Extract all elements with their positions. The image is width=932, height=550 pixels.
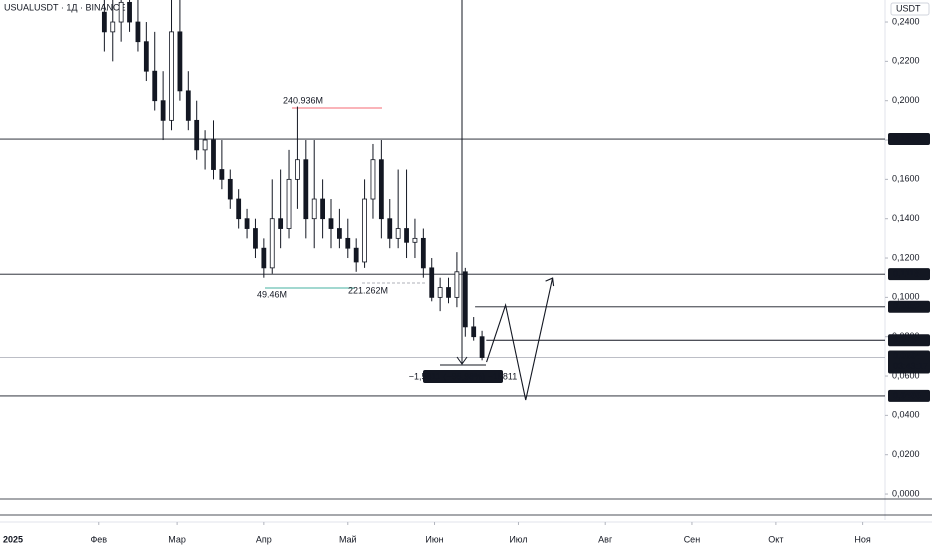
x-tick-label: Июл <box>509 534 527 544</box>
candle-body <box>370 159 376 200</box>
candle-body <box>160 100 166 121</box>
level-tag <box>888 334 930 347</box>
candle-body <box>110 21 116 33</box>
y-tick-label: 0,2400 <box>892 16 920 26</box>
x-tick-label: Окт <box>768 534 783 544</box>
candle-body <box>211 139 216 170</box>
candle-body <box>244 218 250 229</box>
level-tag-label: 0,1118 <box>893 269 920 279</box>
candle-body <box>311 198 317 220</box>
candle-body <box>143 41 149 72</box>
annotation: 221.262M <box>348 285 388 295</box>
candle-body <box>219 169 225 180</box>
level-tag <box>888 268 930 281</box>
candle-body <box>127 1 132 23</box>
candle-body <box>328 218 334 229</box>
x-tick-label: Фев <box>90 534 107 544</box>
candle-body <box>404 228 409 243</box>
candle-body <box>101 11 107 33</box>
candle-body <box>261 247 267 269</box>
candle-body <box>462 271 468 328</box>
candle-body <box>345 237 351 249</box>
x-tick-label: Мар <box>168 534 186 544</box>
year-label: 2025 <box>3 534 23 544</box>
candle-body <box>185 90 191 121</box>
candle-body <box>387 218 393 239</box>
annotation: 240.936M <box>283 95 323 105</box>
current-price-label: 0,0694 <box>893 351 921 361</box>
currency: USDT <box>896 3 921 13</box>
level-tag-label: 0,0782 <box>893 335 921 345</box>
y-tick-label: 0,1000 <box>892 292 920 302</box>
candle-body <box>286 178 292 229</box>
candle-body <box>454 271 460 298</box>
countdown: 03:43:17 <box>893 361 928 371</box>
x-tick-label: Июн <box>425 534 443 544</box>
level-tag-label: 0,0499 <box>893 390 921 400</box>
level-tag-label: 0,1805 <box>893 133 921 143</box>
measure-label: −1,5811 (−95,98%) −15811 <box>409 371 518 381</box>
y-tick-label: 0,0200 <box>892 449 920 459</box>
candle-body <box>420 237 426 269</box>
measure-arrow <box>456 356 468 365</box>
candle-body <box>446 287 451 298</box>
measure-box <box>423 370 503 383</box>
y-tick-label: 0,0400 <box>892 410 920 420</box>
candle-body <box>320 198 326 220</box>
candle-body <box>437 287 443 298</box>
candle-body <box>479 336 485 358</box>
candle-body <box>236 198 242 220</box>
candle-body <box>269 218 275 269</box>
candle-body <box>227 178 233 200</box>
candle-body <box>336 228 342 239</box>
candle-body <box>152 70 158 102</box>
x-tick-label: Апр <box>256 534 272 544</box>
x-tick-label: Сен <box>684 534 701 544</box>
level-tag-label: 0,0952 <box>893 301 921 311</box>
y-tick-label: 0,1400 <box>892 213 920 223</box>
candle-body <box>202 139 208 151</box>
candle-body <box>253 228 258 249</box>
candle-body <box>429 267 435 298</box>
y-tick-label: 0,1200 <box>892 252 920 262</box>
candle-body <box>362 198 367 263</box>
candle-body <box>295 159 300 180</box>
candle-body <box>194 119 200 151</box>
candle-body <box>135 21 141 43</box>
candle-body <box>378 159 384 220</box>
candle-body <box>169 31 174 121</box>
candle-body <box>303 159 309 220</box>
y-tick-label: 0,1600 <box>892 174 920 184</box>
x-tick-label: Ноя <box>854 534 871 544</box>
x-tick-label: Авг <box>598 534 613 544</box>
candle-body <box>177 31 183 92</box>
level-tag <box>888 389 930 402</box>
candle-body <box>412 237 418 243</box>
projection-path <box>486 277 554 401</box>
y-tick-label: 0,0600 <box>892 370 920 380</box>
currency-box <box>890 2 930 16</box>
x-tick-label: Май <box>339 534 357 544</box>
candle-body <box>471 326 477 338</box>
candle-body <box>395 228 401 239</box>
level-tag <box>888 300 930 313</box>
candle-body <box>118 1 124 23</box>
current-price-tag <box>888 350 930 374</box>
candle-body <box>353 247 359 263</box>
projection-arrow <box>545 277 555 287</box>
level-tag <box>888 133 930 146</box>
annotation: 49.46M <box>257 289 287 299</box>
y-tick-label: 0,2000 <box>892 95 920 105</box>
y-tick-label: 0,0000 <box>892 488 920 498</box>
y-tick-label: 0,2200 <box>892 56 920 66</box>
symbol-title: USUALUSDT · 1Д · BINANCE <box>4 2 125 12</box>
candle-body <box>278 218 284 229</box>
